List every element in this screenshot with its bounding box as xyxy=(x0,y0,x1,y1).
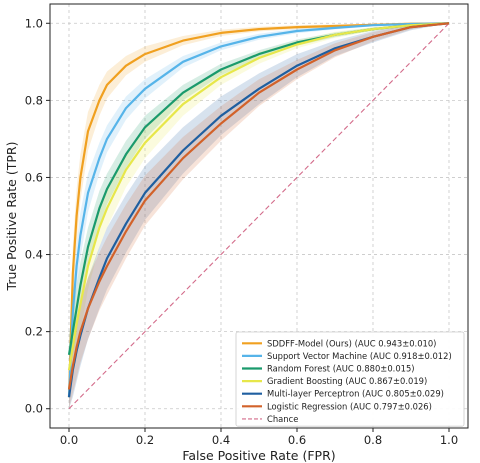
legend-label: Support Vector Machine (AUC 0.918±0.012) xyxy=(267,351,452,361)
legend-label: SDDFF-Model (Ours) (AUC 0.943±0.010) xyxy=(267,338,436,348)
chance-line xyxy=(68,22,450,410)
x-tick-label: 0.4 xyxy=(212,433,230,447)
y-tick-label: 1.0 xyxy=(25,16,43,30)
legend-label: Multi-layer Perceptron (AUC 0.805±0.029) xyxy=(267,389,444,399)
legend-box xyxy=(235,331,465,427)
x-tick-label: 1.0 xyxy=(440,433,458,447)
x-tick-label: 0.2 xyxy=(136,433,154,447)
x-tick-label: 0.8 xyxy=(364,433,382,447)
axis-ticks: 0.0 0.2 0.4 0.6 0.8 1.0 0.0 0.2 0.4 0.6 0.8 1.0 xyxy=(25,16,458,447)
legend-label: Random Forest (AUC 0.880±0.015) xyxy=(267,364,415,374)
legend-items: SDDFF-Model (Ours) (AUC 0.943±0.010) Supp… xyxy=(242,338,452,424)
chance-line-layer xyxy=(68,22,450,410)
roc-curves xyxy=(67,22,450,398)
roc-curve xyxy=(67,22,450,398)
y-tick-label: 0.8 xyxy=(25,93,43,107)
x-tick-label: 0.0 xyxy=(60,433,78,447)
y-tick-label: 0.0 xyxy=(25,402,43,416)
x-axis-label: False Positive Rate (FPR) xyxy=(182,448,335,463)
confidence-band xyxy=(69,23,449,409)
confidence-band xyxy=(69,23,449,394)
confidence-band xyxy=(69,23,449,409)
y-tick-label: 0.4 xyxy=(25,248,43,262)
roc-curve xyxy=(67,22,450,371)
plot-frame xyxy=(49,3,469,429)
legend: SDDFF-Model (Ours) (AUC 0.943±0.010) Supp… xyxy=(235,331,465,427)
legend-label: Gradient Boosting (AUC 0.867±0.019) xyxy=(267,376,427,386)
y-axis-label: True Positive Rate (TPR) xyxy=(4,142,19,292)
y-tick-label: 0.2 xyxy=(25,325,43,339)
legend-label: Logistic Regression (AUC 0.797±0.026) xyxy=(267,401,432,411)
legend-label: Chance xyxy=(267,414,298,424)
x-tick-label: 0.6 xyxy=(288,433,306,447)
roc-curve xyxy=(67,22,450,398)
y-tick-label: 0.6 xyxy=(25,170,43,184)
roc-curve xyxy=(67,22,450,390)
